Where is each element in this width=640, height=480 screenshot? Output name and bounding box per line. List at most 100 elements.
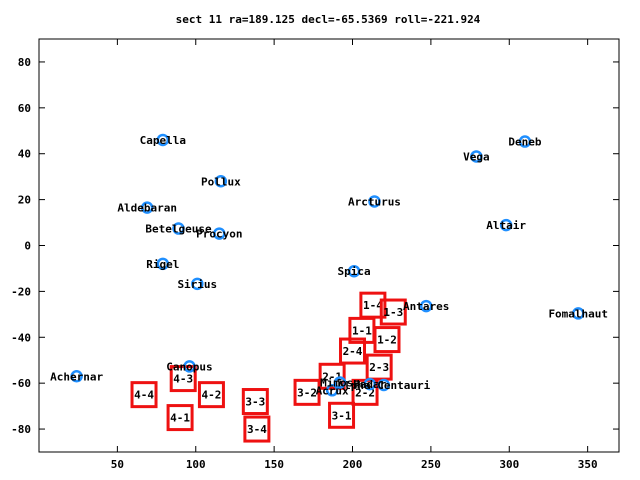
y-tick-label: 80 xyxy=(18,56,31,69)
star-label: Deneb xyxy=(508,136,541,149)
sector-box-label: 4-2 xyxy=(201,389,221,402)
x-tick-label: 350 xyxy=(578,458,598,471)
star-point: Spica xyxy=(338,264,371,278)
sector-box-label: 3-1 xyxy=(332,409,352,422)
star-marker xyxy=(419,299,433,313)
star-marker xyxy=(377,378,391,392)
star-marker xyxy=(363,377,377,391)
sector-box: 3-4 xyxy=(243,415,271,443)
star-label: Antares xyxy=(403,300,449,313)
x-tick-label: 300 xyxy=(499,458,519,471)
sector-box-label: 1-2 xyxy=(377,334,397,347)
y-tick-label: 20 xyxy=(18,194,31,207)
sector-box-label: 3-4 xyxy=(247,423,267,436)
sector-box: 3-1 xyxy=(328,401,356,429)
star-label: Aldebaran xyxy=(117,202,177,215)
star-label: Alpha Centauri xyxy=(338,379,431,392)
star-label: Vega xyxy=(463,150,490,163)
star-label: Sirius xyxy=(177,278,217,291)
x-tick-label: 100 xyxy=(186,458,206,471)
star-point: Betelgeuse xyxy=(145,222,212,236)
sector-box-label: 1-1 xyxy=(352,324,372,337)
sector-box: 2-3 xyxy=(365,353,393,381)
sector-box-frame xyxy=(373,326,401,354)
star-point: Canopus xyxy=(166,360,213,373)
sector-box: 4-4 xyxy=(130,381,158,409)
star-marker xyxy=(571,307,585,320)
star-point: Mimosa xyxy=(320,376,360,389)
star-point: Deneb xyxy=(508,135,542,149)
sector-box-label: 4-4 xyxy=(134,389,154,402)
star-point: Capella xyxy=(140,133,186,147)
star-marker xyxy=(213,227,226,240)
star-marker xyxy=(140,201,154,214)
sector-box: 3-2 xyxy=(293,378,321,406)
star-marker xyxy=(518,135,532,148)
star-point: Alpha Centauri xyxy=(338,378,431,392)
y-tick-label: -60 xyxy=(11,377,31,390)
sector-box-label: 3-3 xyxy=(245,396,265,409)
star-label: Achernar xyxy=(50,370,103,383)
star-point: Altair xyxy=(486,218,526,232)
sector-box-label: 3-2 xyxy=(297,386,317,399)
star-label: Capella xyxy=(140,134,186,147)
star-marker xyxy=(70,370,83,383)
sector-box-frame xyxy=(293,378,321,406)
y-tick-label: 60 xyxy=(18,102,31,115)
star-point: Antares xyxy=(403,299,449,313)
star-marker xyxy=(368,195,381,208)
sector-box-label: 4-1 xyxy=(170,412,190,425)
x-tick-label: 50 xyxy=(111,458,124,471)
x-tick-label: 250 xyxy=(421,458,441,471)
y-tick-label: 40 xyxy=(18,148,31,161)
star-marker xyxy=(325,384,339,397)
star-label: Pollux xyxy=(201,175,241,188)
star-label: Mimosa xyxy=(320,376,360,389)
sector-box: 1-2 xyxy=(373,326,401,354)
x-tick-label: 200 xyxy=(343,458,363,471)
star-label: Betelgeuse xyxy=(145,223,212,236)
sector-box-frame xyxy=(243,415,271,443)
star-point: Rigel xyxy=(146,257,179,271)
sector-boxes: 1-41-31-11-22-42-32-12-23-23-13-33-44-34… xyxy=(130,291,407,443)
star-point: Aldebaran xyxy=(117,201,177,215)
sector-box-frame xyxy=(241,388,269,416)
star-label: Fomalhaut xyxy=(548,307,608,320)
star-label: Arcturus xyxy=(348,195,401,208)
star-marker xyxy=(156,257,170,271)
axis-ticks: 50 100 150 200 250 300 350 -80 -60 -40 -20 0 20 40 60 8… xyxy=(11,39,619,471)
star-marker xyxy=(156,133,170,147)
sector-box-frame xyxy=(328,401,356,429)
sector-box: 2-1 xyxy=(318,362,346,390)
star-point: Achernar xyxy=(50,370,103,383)
sector-box-label: 1-4 xyxy=(363,299,383,312)
star-label: Rigel xyxy=(146,258,179,271)
star-marker xyxy=(214,175,228,188)
star-marker xyxy=(183,360,196,373)
star-point: Pollux xyxy=(201,175,241,188)
star-point: Fomalhaut xyxy=(548,307,608,320)
sector-box-frame xyxy=(339,337,367,365)
star-point: Procyon xyxy=(196,227,242,241)
sector-box-label: 4-3 xyxy=(173,373,193,386)
sector-box: 4-2 xyxy=(197,381,225,409)
sector-box-frame xyxy=(197,381,225,409)
y-tick-label: -20 xyxy=(11,285,31,298)
star-marker xyxy=(333,376,347,389)
sector-box-label: 2-3 xyxy=(369,361,389,374)
star-marker xyxy=(191,277,204,291)
y-tick-label: -40 xyxy=(11,331,31,344)
sector-box-frame xyxy=(166,404,194,432)
sector-box-frame xyxy=(318,362,346,390)
sector-box-frame xyxy=(130,381,158,409)
y-tick-label: 0 xyxy=(24,240,31,253)
star-label: Altair xyxy=(486,219,526,232)
star-label: Canopus xyxy=(166,360,212,373)
star-point: Vega xyxy=(463,150,490,163)
star-marker xyxy=(347,264,361,278)
star-marker xyxy=(470,150,483,163)
y-tick-label: -80 xyxy=(11,423,31,436)
chart-title: sect 11 ra=189.125 decl=-65.5369 roll=-2… xyxy=(176,13,481,26)
sector-box-frame xyxy=(365,353,393,381)
sector-box: 4-3 xyxy=(169,365,197,393)
